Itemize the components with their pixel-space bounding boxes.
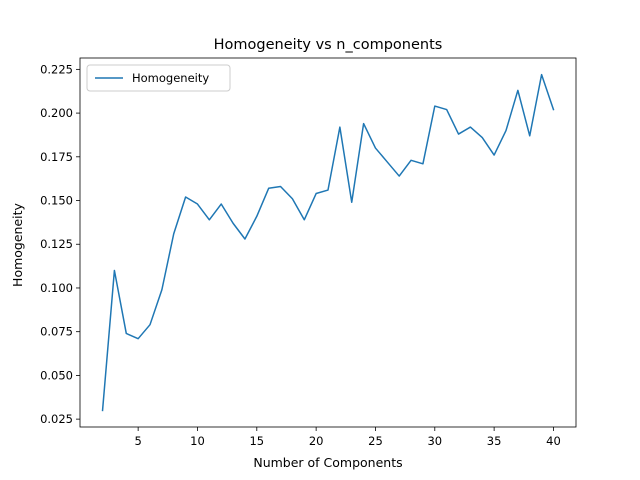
y-tick-label: 0.100 [40, 281, 73, 295]
y-tick-label: 0.125 [40, 237, 73, 251]
y-tick-label: 0.025 [40, 412, 73, 426]
y-tick-label: 0.225 [40, 62, 73, 76]
y-tick-label: 0.050 [40, 368, 73, 382]
y-tick-label: 0.150 [40, 194, 73, 208]
y-tick-label: 0.175 [40, 150, 73, 164]
x-tick-label: 5 [134, 434, 141, 448]
plot-area: 5 10 15 20 25 30 35 40 0.025 0.050 0.075 0.100 0.125… [40, 57, 577, 448]
x-tick-label: 20 [309, 434, 324, 448]
x-tick-label: 40 [546, 434, 561, 448]
x-tick-label: 35 [487, 434, 502, 448]
legend-box [86, 64, 231, 92]
x-tick-label: 15 [249, 434, 264, 448]
x-tick-label: 25 [368, 434, 383, 448]
y-tick-label: 0.200 [40, 106, 73, 120]
x-axis-label: Number of Components [253, 455, 402, 470]
y-tick-label: 0.075 [40, 325, 73, 339]
axes-frame [79, 57, 577, 428]
x-tick-label: 10 [190, 434, 205, 448]
y-axis-label: Homogeneity [10, 202, 25, 286]
chart-title: Homogeneity vs n_components [214, 37, 443, 53]
legend-label: Homogeneity [132, 71, 209, 85]
series-line-1 [101, 73, 555, 412]
x-tick-label: 30 [427, 434, 442, 448]
